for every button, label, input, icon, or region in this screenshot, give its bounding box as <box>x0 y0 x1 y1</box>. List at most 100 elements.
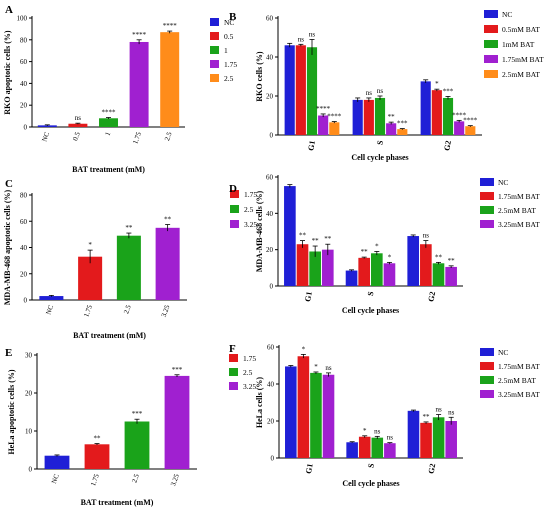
legend-swatch <box>210 74 219 82</box>
bar-A-1.75 <box>130 42 149 127</box>
bar-D-G2-0 <box>407 236 419 286</box>
y-tick-label: 40 <box>20 244 28 252</box>
y-tick-label: 20 <box>25 390 33 398</box>
y-tick-label: 20 <box>266 246 274 254</box>
bar-D-G2-3 <box>445 267 457 286</box>
legend-label: 2.5mM BAT <box>498 206 536 215</box>
x-axis-title-C: BAT treatment (mM) <box>73 331 146 340</box>
significance-label: ns <box>423 232 430 240</box>
significance-label: ns <box>436 406 443 414</box>
y-axis-title-F: HeLa cells (%) <box>255 377 264 428</box>
legend-swatch <box>480 376 494 384</box>
legend-swatch <box>229 368 238 376</box>
legend-swatch <box>230 220 239 228</box>
bar-F-S-1 <box>359 437 371 458</box>
x-tick-label: 2.5 <box>163 130 174 141</box>
y-tick-label: 40 <box>266 54 274 62</box>
significance-label: ns <box>387 434 394 442</box>
legend-label: NC <box>502 10 512 19</box>
bar-B-S-4 <box>397 129 407 135</box>
x-tick-label: G2 <box>427 463 438 475</box>
significance-label: ** <box>324 235 332 243</box>
y-tick-label: 40 <box>267 381 275 389</box>
legend-swatch <box>484 55 498 63</box>
significance-label: * <box>363 427 367 435</box>
bar-F-G2-1 <box>420 423 432 458</box>
significance-label: *** <box>172 366 183 374</box>
significance-label: ** <box>448 257 456 265</box>
y-tick-label: 30 <box>25 352 33 360</box>
y-tick-label: 0 <box>29 466 33 474</box>
x-axis-title-F: Cell cycle phases <box>342 479 399 488</box>
bar-B-G1-2 <box>307 47 317 135</box>
x-tick-label: 1.75 <box>82 303 94 318</box>
significance-label: *** <box>132 410 143 418</box>
x-tick-label: G1 <box>306 140 317 152</box>
y-tick-label: 20 <box>20 102 28 110</box>
bar-E-NC <box>45 456 70 469</box>
x-tick-label: 1.75 <box>89 472 101 487</box>
x-tick-label: 3.25 <box>169 472 181 487</box>
significance-label: ** <box>435 253 443 261</box>
x-tick-label: S <box>375 139 385 145</box>
legend-swatch <box>480 348 494 356</box>
bar-D-S-3 <box>384 263 396 286</box>
significance-label: ns <box>309 30 316 38</box>
significance-label: ** <box>125 224 133 232</box>
bar-A-2.5 <box>160 32 179 127</box>
bar-F-G2-3 <box>445 421 457 458</box>
significance-label: ns <box>374 427 381 435</box>
panel-label-A: A <box>5 4 13 16</box>
bar-B-S-3 <box>386 123 396 135</box>
significance-label: ** <box>164 216 172 224</box>
bar-D-S-2 <box>371 253 383 286</box>
y-tick-label: 60 <box>20 218 28 226</box>
y-tick-label: 0 <box>271 455 275 463</box>
x-tick-label: NC <box>50 473 61 485</box>
x-tick-label: 2.5 <box>130 472 141 483</box>
bar-E-1.75 <box>85 444 110 469</box>
bar-B-S-2 <box>375 98 385 135</box>
y-tick-label: 0 <box>270 283 274 291</box>
legend-swatch <box>480 220 494 228</box>
significance-label: * <box>388 253 392 261</box>
significance-label: ** <box>423 413 431 421</box>
legend-label: 2.5 <box>243 368 253 377</box>
legend-swatch <box>230 205 239 213</box>
significance-label: ** <box>361 248 369 256</box>
significance-label: ns <box>75 114 82 122</box>
bar-E-2.5 <box>125 422 150 470</box>
legend-label: 2.5 <box>224 74 234 83</box>
bar-F-S-2 <box>372 438 384 458</box>
significance-label: ** <box>312 237 320 245</box>
y-tick-label: 0 <box>270 132 274 140</box>
significance-label: **** <box>327 113 342 121</box>
y-axis-title-D: MDA-MB-468 cells (%) <box>255 191 264 273</box>
x-tick-label: NC <box>44 304 55 316</box>
significance-label: **** <box>132 31 147 39</box>
x-tick-label: 1.75 <box>131 130 143 145</box>
x-axis-title-B: Cell cycle phases <box>351 153 408 162</box>
legend-label: 0.5mM BAT <box>502 25 540 34</box>
x-axis-title-D: Cell cycle phases <box>342 306 399 315</box>
x-tick-label: S <box>366 290 376 296</box>
significance-label: **** <box>102 109 117 117</box>
y-axis-title-B: RKO cells (%) <box>255 51 264 102</box>
significance-label: ns <box>298 35 305 43</box>
legend-swatch <box>210 60 219 68</box>
legend-swatch <box>480 206 494 214</box>
y-tick-label: 20 <box>20 270 28 278</box>
significance-label: ** <box>299 232 307 240</box>
legend-label: NC <box>498 178 508 187</box>
significance-label: *** <box>443 87 454 95</box>
y-axis-title-E: HeLa apoptotic cells (%) <box>7 369 16 454</box>
y-tick-label: 80 <box>20 192 28 200</box>
significance-label: * <box>314 363 318 371</box>
bar-D-S-1 <box>358 258 370 286</box>
legend-label: NC <box>498 348 508 357</box>
x-axis-title-E: BAT treatment (mM) <box>81 498 154 507</box>
significance-label: ** <box>388 113 396 121</box>
bar-F-G1-0 <box>285 366 297 458</box>
y-tick-label: 0 <box>24 297 28 305</box>
